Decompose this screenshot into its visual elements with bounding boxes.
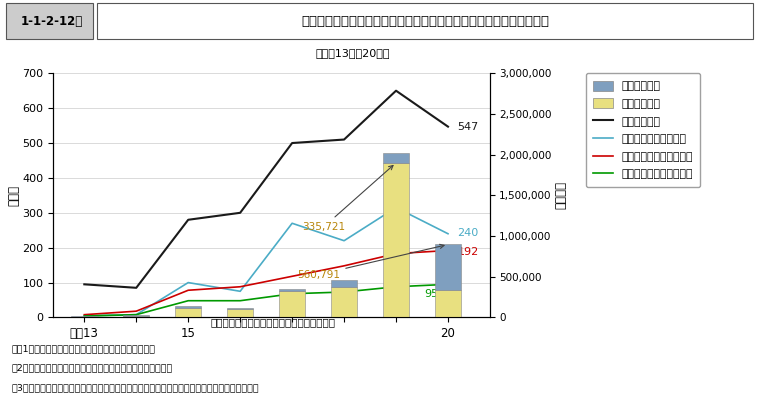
- Bar: [383, 153, 409, 163]
- Text: 95: 95: [424, 289, 439, 299]
- Y-axis label: （人）: （人）: [8, 185, 21, 206]
- Legend: 没収（金額）, 追徴（金額）, 総数（人員）, 組織的な詐欺（人員）, 犯罪収益等隠匿（人員）, 犯罪収益等受収（人員）: 没収（金額）, 追徴（金額）, 総数（人員）, 組織的な詐欺（人員）, 犯罪収益…: [586, 73, 701, 187]
- Text: （金額の単位は，千円（千円未満切捨て））: （金額の単位は，千円（千円未満切捨て））: [211, 317, 335, 328]
- Text: 注　1　検察統計年報及び法務省刑事局の資料による。: 注 1 検察統計年報及び法務省刑事局の資料による。: [11, 344, 156, 353]
- Bar: [175, 308, 201, 317]
- Bar: [227, 309, 254, 317]
- Bar: [435, 290, 461, 317]
- Text: （平戓13年～20年）: （平戓13年～20年）: [316, 48, 390, 58]
- FancyBboxPatch shape: [97, 3, 753, 39]
- Y-axis label: （千円）: （千円）: [555, 182, 568, 209]
- Text: 560,791: 560,791: [298, 244, 444, 280]
- Text: 3　共犯者に重複して言い渡された没収・追徴は，重複部分を控除した金額を計上している。: 3 共犯者に重複して言い渡された没収・追徴は，重複部分を控除した金額を計上してい…: [11, 383, 259, 392]
- Bar: [331, 280, 357, 287]
- Text: 組織的犯罪処罐法違反　検察庁新規受理人員・没収・追徴金額の推移: 組織的犯罪処罐法違反 検察庁新規受理人員・没収・追徴金額の推移: [301, 15, 549, 28]
- Bar: [279, 289, 305, 291]
- Bar: [227, 308, 254, 309]
- Text: 240: 240: [458, 228, 479, 238]
- Bar: [331, 287, 357, 317]
- FancyBboxPatch shape: [6, 3, 93, 39]
- Text: 192: 192: [458, 247, 479, 257]
- Bar: [71, 316, 97, 317]
- Bar: [123, 316, 150, 317]
- Text: 2　「総数」は，組織的犯罪処罐法違反の受理人員である。: 2 「総数」は，組織的犯罪処罐法違反の受理人員である。: [11, 363, 172, 372]
- Bar: [279, 291, 305, 317]
- Text: 1-1-2-12図: 1-1-2-12図: [20, 15, 83, 28]
- Bar: [175, 306, 201, 308]
- Bar: [435, 245, 461, 290]
- Text: 547: 547: [458, 122, 479, 131]
- Bar: [123, 315, 150, 316]
- Bar: [383, 163, 409, 317]
- Text: 335,721: 335,721: [303, 166, 393, 232]
